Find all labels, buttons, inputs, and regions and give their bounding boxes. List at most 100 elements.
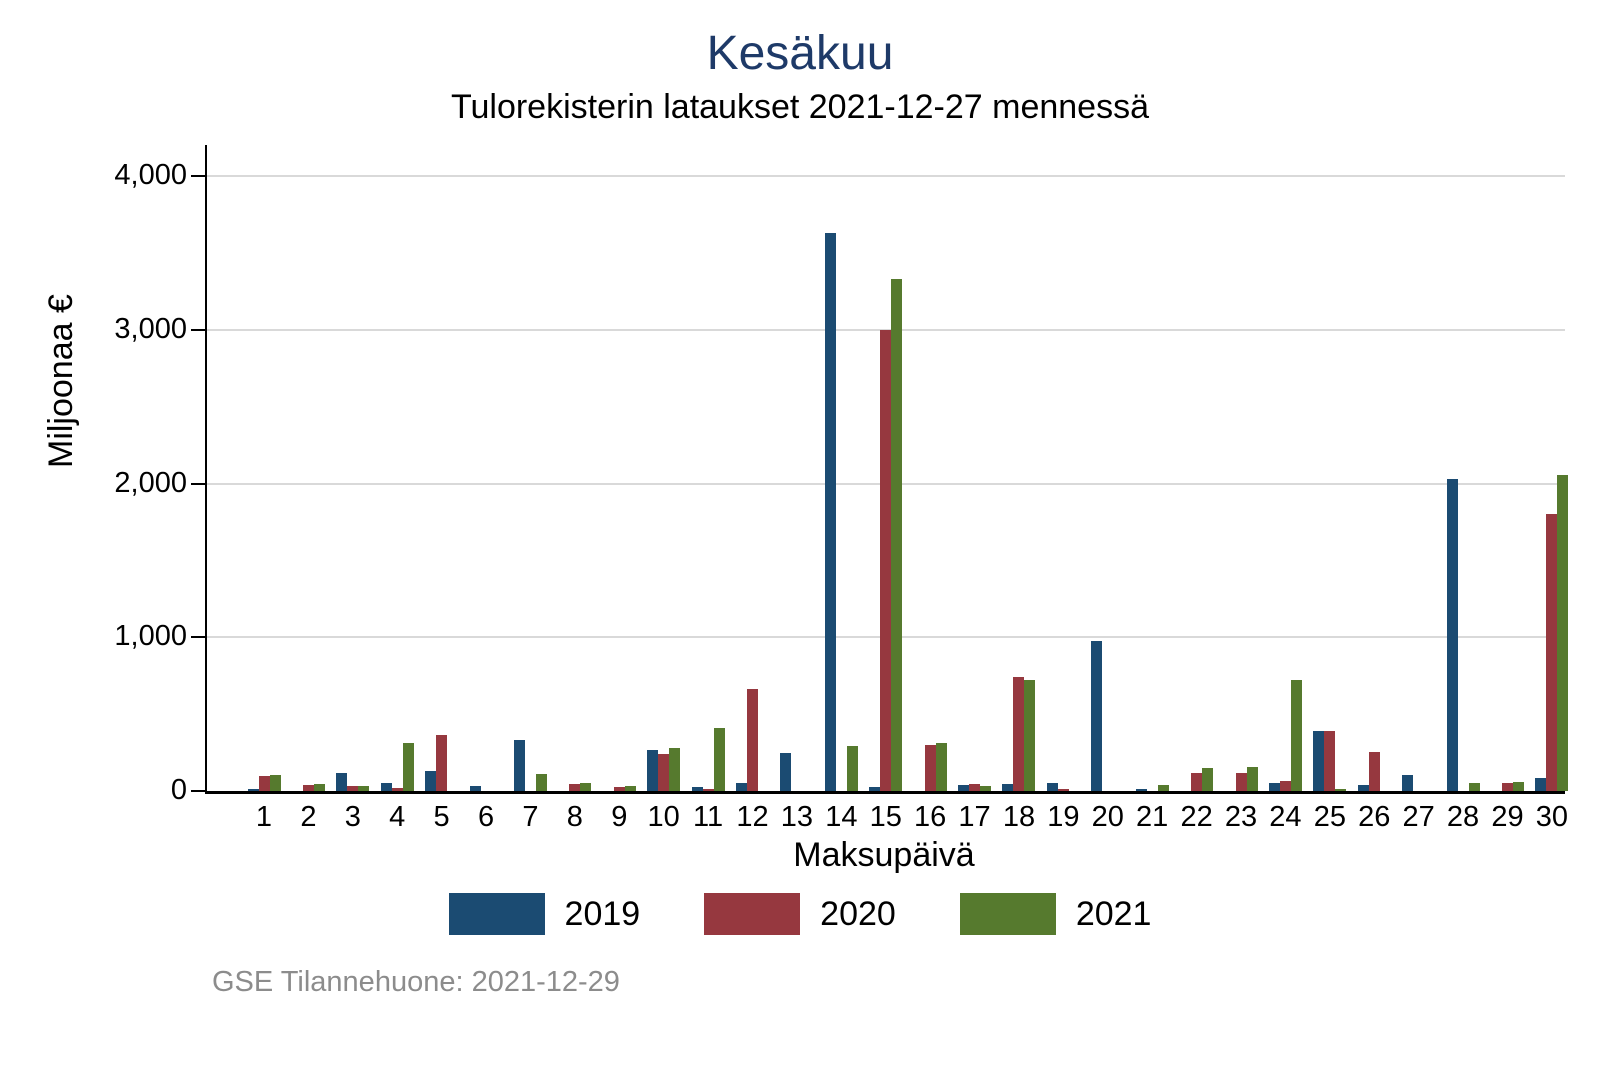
bar-2020-day-22 [1191, 773, 1203, 791]
y-tick-mark [191, 636, 205, 639]
y-tick-label: 1,000 [114, 620, 187, 653]
y-tick-label: 0 [170, 774, 187, 806]
bar-2021-day-14 [846, 746, 858, 791]
x-tick-label: 9 [611, 801, 628, 833]
y-tick-mark [191, 328, 205, 331]
x-axis-title: Maksupäivä [793, 836, 975, 874]
bar-2019-day-13 [780, 752, 792, 791]
bar-2019-day-24 [1268, 783, 1280, 791]
x-tick-label: 18 [1002, 801, 1036, 833]
bar-2019-day-12 [736, 783, 747, 791]
bar-group-day-27 [1402, 145, 1435, 791]
x-tick-label: 25 [1313, 801, 1346, 833]
bar-2020-day-1 [258, 775, 270, 791]
bar-group-day-12 [736, 145, 769, 791]
bar-2021-day-2 [313, 784, 325, 791]
bar-group-day-17 [958, 145, 992, 791]
bar-2021-day-4 [402, 742, 414, 791]
x-tick-label: 14 [825, 801, 858, 833]
bar-2021-day-10 [669, 747, 681, 791]
chart-subtitle: Tulorekisterin lataukset 2021-12-27 menn… [450, 88, 1149, 127]
bar-2020-day-18 [1013, 677, 1025, 791]
bar-2021-day-24 [1290, 679, 1302, 791]
bar-2019-day-6 [469, 785, 481, 791]
x-tick-label: 15 [869, 801, 902, 833]
x-tick-label: 23 [1224, 801, 1258, 833]
bar-2020-day-24 [1279, 780, 1291, 791]
bar-2019-day-26 [1357, 784, 1369, 791]
x-tick-label: 27 [1402, 801, 1435, 833]
bar-group-day-4 [380, 145, 414, 791]
bar-2020-day-30 [1546, 514, 1558, 791]
bar-group-day-26 [1357, 145, 1391, 791]
x-tick-label: 13 [780, 801, 814, 833]
x-tick-label: 17 [958, 801, 991, 833]
y-tick-label: 3,000 [114, 312, 187, 345]
bar-2019-day-3 [336, 773, 348, 791]
legend-swatch-2019 [448, 893, 545, 935]
bar-2020-day-29 [1501, 782, 1513, 791]
bar-2019-day-4 [380, 782, 392, 791]
footer-note: GSE Tilannehuone: 2021-12-29 [212, 966, 620, 998]
bar-2019-day-28 [1446, 478, 1458, 791]
x-tick-label: 19 [1047, 801, 1080, 833]
y-tick-label: 2,000 [114, 466, 187, 499]
x-tick-label: 1 [255, 801, 273, 833]
bar-2020-day-19 [1057, 789, 1069, 791]
bar-group-day-16 [914, 145, 947, 791]
chart-title: Kesäkuu [706, 27, 894, 80]
bar-group-day-25 [1313, 145, 1347, 791]
x-tick-label: 10 [647, 801, 680, 833]
x-tick-label: 6 [477, 801, 495, 833]
bar-2019-day-5 [425, 771, 437, 791]
x-tick-label: 7 [522, 801, 539, 833]
bar-2021-day-8 [580, 782, 592, 791]
bar-group-day-1 [247, 145, 281, 791]
bar-2021-day-25 [1335, 789, 1347, 791]
bar-2020-day-8 [569, 784, 581, 791]
x-tick-label: 29 [1491, 801, 1524, 833]
bar-2019-day-7 [513, 739, 525, 791]
x-tick-label: 5 [433, 801, 450, 833]
bar-2020-day-2 [302, 784, 314, 791]
bar-2020-day-15 [880, 329, 892, 791]
bar-group-day-19 [1046, 145, 1080, 791]
bar-2020-day-4 [391, 787, 403, 791]
bar-2019-day-17 [958, 784, 970, 791]
bar-2020-day-17 [969, 784, 981, 791]
legend-item-2020: 2020 [704, 893, 896, 935]
bar-2021-day-15 [891, 279, 903, 791]
bar-2021-day-7 [535, 774, 547, 791]
bar-2021-day-11 [713, 727, 725, 791]
x-tick-label: 20 [1091, 801, 1124, 833]
bar-2019-day-10 [647, 749, 659, 791]
bar-group-day-3 [336, 145, 370, 791]
x-tick-label: 11 [693, 801, 724, 833]
bar-2020-day-5 [436, 734, 448, 791]
bar-2021-day-23 [1246, 767, 1258, 791]
y-tick-label: 4,000 [114, 159, 187, 191]
x-tick-label: 26 [1358, 801, 1391, 833]
bar-2020-day-3 [347, 786, 359, 791]
bar-2021-day-16 [935, 742, 947, 791]
x-tick-label: 16 [914, 801, 947, 833]
bar-group-day-6 [469, 145, 503, 791]
bar-group-day-10 [647, 145, 681, 791]
legend-item-2019: 2019 [448, 893, 640, 935]
bar-2021-day-9 [624, 785, 636, 791]
x-tick-label: 30 [1535, 801, 1568, 833]
x-tick-label: 3 [344, 801, 361, 833]
bar-group-day-2 [292, 145, 325, 791]
bar-2019-day-25 [1313, 731, 1325, 791]
bar-group-day-24 [1268, 145, 1302, 791]
bar-2019-day-19 [1046, 783, 1058, 791]
bar-2020-day-26 [1368, 752, 1380, 791]
bar-2021-day-30 [1557, 475, 1569, 791]
bar-group-day-30 [1535, 145, 1569, 791]
bar-group-day-8 [558, 145, 592, 791]
bar-2019-day-21 [1135, 789, 1147, 791]
bar-2020-day-11 [702, 789, 714, 791]
y-tick-mark [191, 175, 205, 177]
x-tick-label: 2 [300, 801, 317, 833]
bar-2019-day-11 [691, 787, 703, 791]
